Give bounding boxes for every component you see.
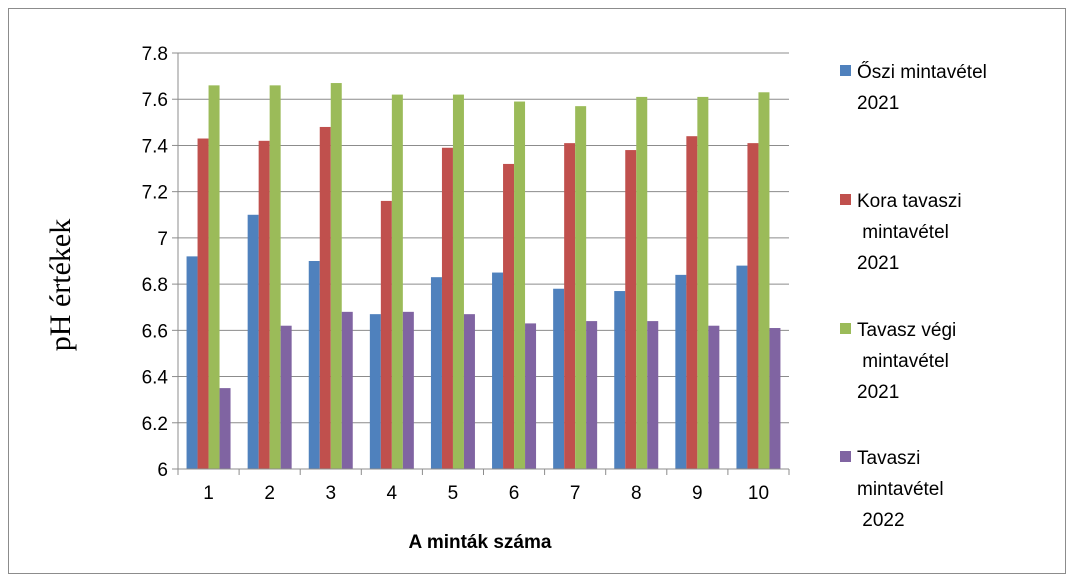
bar [208,85,220,469]
bar [697,96,709,470]
bar [553,288,565,469]
legend: Őszi mintavétel 2021 Kora tavaszi mintavét… [840,61,987,531]
bar [647,321,659,469]
legend-swatch [840,323,851,334]
y-tick-label: 6.2 [142,414,168,435]
bar [675,274,687,469]
bar [636,96,648,470]
bar [586,321,598,469]
legend-swatch [840,451,851,462]
y-tick-label: 7.4 [142,136,169,157]
x-tick-label: 2 [264,483,275,504]
bar [525,323,537,469]
legend-label: mintavétel [857,351,949,372]
legend-label: 2021 [857,382,899,403]
x-tick-label: 3 [325,483,336,504]
bar [341,311,353,469]
bar [319,126,331,469]
bar [197,138,209,469]
bar [430,277,442,469]
bar [186,256,198,469]
x-tick-label: 9 [692,483,703,504]
bar [463,314,475,469]
bar [402,311,414,469]
bar [380,200,392,469]
y-tick-label: 7.2 [142,183,168,204]
x-tick-label: 8 [631,483,642,504]
bar [452,94,464,469]
x-tick-label: 7 [570,483,581,504]
chart-frame [8,8,1066,574]
bar [708,325,720,469]
x-tick-label: 1 [203,483,214,504]
bar [758,92,770,470]
bar [441,147,453,469]
bar [575,106,587,470]
bar [514,101,526,470]
bar [503,163,515,469]
bar [769,328,781,469]
y-tick-label: 6 [157,460,168,481]
legend-label: Tavasz végi [857,320,956,341]
y-tick-label: 6.6 [142,321,168,342]
x-tick-labels: 1 2 3 4 5 6 7 8 9 10 [203,483,769,504]
bars [186,83,781,470]
bar [308,261,320,469]
bar [625,150,637,470]
bar [747,143,759,469]
y-tick-labels: 6 6.2 6.4 6.6 6.8 7 7.2 7.4 7.6 7.8 [142,44,169,481]
legend-swatch [840,194,851,205]
bar [280,325,292,469]
legend-label: 2022 [857,510,905,531]
bar [258,140,270,470]
bar [614,291,626,469]
bar [247,214,259,469]
legend-label: mintavétel [857,479,944,500]
y-tick-label: 7 [157,229,168,250]
y-tick-label: 7.8 [142,44,168,65]
x-tick-label: 5 [448,483,459,504]
axes [177,53,790,475]
legend-label: Őszi mintavétel [857,61,987,83]
bar [269,85,281,469]
y-axis-title: pH értékek [44,219,77,351]
x-tick-label: 6 [509,483,520,504]
bar [391,94,403,469]
x-axis-title: A minták száma [409,532,552,553]
legend-label: Kora tavaszi [857,191,962,212]
bar [330,83,342,470]
legend-label: mintavétel [857,222,949,243]
y-tick-label: 7.6 [142,90,168,111]
legend-label: 2021 [857,93,899,114]
bar [369,314,381,469]
bar [492,272,504,469]
y-tick-label: 6.4 [142,368,169,389]
bar [686,136,698,469]
y-tick-label: 6.8 [142,275,168,296]
bar [219,388,231,469]
bar [736,265,748,469]
legend-label: 2021 [857,253,899,274]
bar [564,143,576,469]
x-tick-label: 10 [748,483,769,504]
legend-label: Tavaszi [857,448,920,469]
x-tick-label: 4 [387,483,398,504]
legend-swatch [840,65,851,76]
